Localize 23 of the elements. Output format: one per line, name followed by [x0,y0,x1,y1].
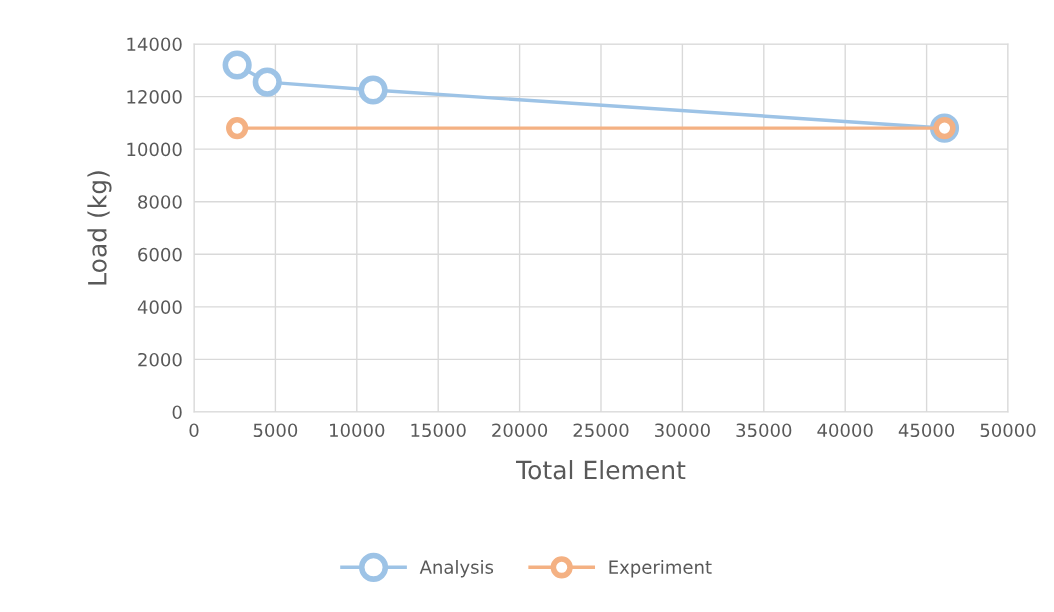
y-tick-label: 0 [172,405,182,420]
x-tick-label: 25000 [573,423,629,438]
x-tick-label: 45000 [898,423,955,438]
y-tick-label: 4000 [137,300,182,314]
y-tick-label: 2000 [138,352,182,367]
x-tick-label: 50000 [980,423,1036,438]
x-tick-label: 5000 [253,423,298,438]
y-tick-label: 14000 [127,37,182,52]
y-tick-label: 8000 [138,195,182,209]
y-tick-label: 12000 [127,90,182,104]
legend-label: Experiment [609,559,712,578]
y-axis-title: Load (kg) [87,171,112,285]
x-tick-label: 30000 [655,423,710,438]
x-axis-title: Total Element [516,460,686,480]
x-tick-label: 20000 [492,423,548,438]
x-tick-label: 15000 [411,423,466,438]
y-tick-label: 10000 [127,142,182,157]
x-tick-label: 0 [189,423,199,438]
x-tick-label: 40000 [817,423,873,438]
x-tick-label: 10000 [330,423,385,438]
y-tick-label: 6000 [138,247,182,262]
x-tick-label: 35000 [736,423,792,438]
legend-label: Analysis [419,559,494,578]
